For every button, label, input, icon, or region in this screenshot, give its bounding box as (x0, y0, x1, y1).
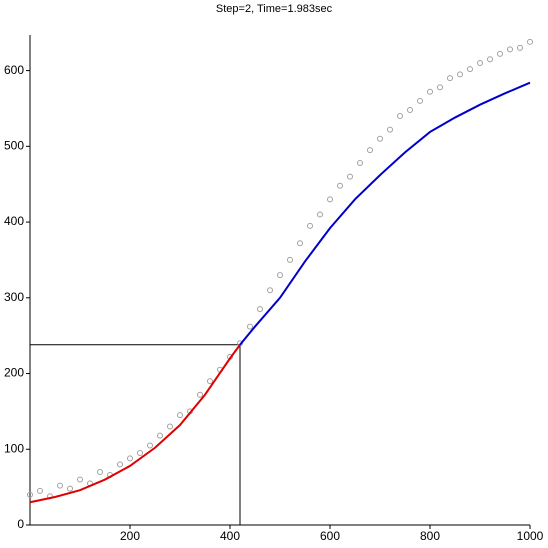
y-tick-label: 200 (4, 366, 24, 380)
y-tick-label: 300 (4, 290, 24, 304)
scatter-point (467, 66, 473, 73)
scatter-point (497, 50, 503, 57)
scatter-point (307, 222, 313, 229)
scatter-point (447, 75, 453, 82)
y-tick-label: 400 (4, 214, 24, 228)
x-tick-label: 1000 (517, 529, 544, 543)
chart-title: Step=2, Time=1.983sec (216, 3, 333, 15)
scatter-point (417, 97, 423, 104)
scatter-point (67, 485, 73, 492)
scatter-point (247, 323, 253, 330)
scatter-point (517, 44, 523, 51)
scatter-point (257, 306, 263, 313)
scatter-point (317, 211, 323, 218)
scatter-point (507, 46, 513, 53)
scatter-point (127, 455, 133, 462)
scatter-point (267, 287, 273, 294)
curve (29, 344, 241, 504)
scatter-point (477, 60, 483, 67)
scatter-point (457, 71, 463, 78)
scatter-point (487, 56, 493, 63)
scatter-point (297, 240, 303, 247)
scatter-point (137, 450, 143, 457)
x-tick-label: 200 (120, 529, 140, 543)
scatter-point (357, 159, 363, 166)
x-tick-label: 600 (320, 529, 340, 543)
scatter-point (397, 113, 403, 120)
scatter-point (97, 468, 103, 475)
scatter-point (287, 256, 293, 263)
scatter-point (37, 487, 43, 494)
scatter-point (27, 491, 33, 498)
scatter-point (387, 126, 393, 133)
scatter-point (377, 135, 383, 142)
y-tick-label: 600 (4, 63, 24, 77)
scatter-point (157, 432, 163, 439)
curve (239, 81, 531, 346)
scatter-point (57, 482, 63, 489)
scatter-point (207, 378, 213, 385)
scatter-point (177, 412, 183, 419)
scatter-point (527, 38, 533, 45)
y-tick-label: 0 (17, 517, 24, 531)
x-tick-label: 400 (220, 529, 240, 543)
scatter-point (337, 182, 343, 189)
y-tick-label: 100 (4, 441, 24, 455)
scatter-point (117, 461, 123, 468)
scatter-point (197, 391, 203, 398)
scatter-point (277, 272, 283, 279)
scatter-point (367, 147, 373, 154)
scatter-point (407, 106, 413, 113)
scatter-point (77, 476, 83, 483)
scatter-point (167, 423, 173, 430)
scatter-point (327, 196, 333, 203)
scatter-point (437, 84, 443, 91)
x-tick-label: 800 (420, 529, 440, 543)
y-tick-label: 500 (4, 139, 24, 153)
scatter-point (147, 442, 153, 449)
scatter-point (347, 173, 353, 180)
scatter-point (427, 88, 433, 95)
